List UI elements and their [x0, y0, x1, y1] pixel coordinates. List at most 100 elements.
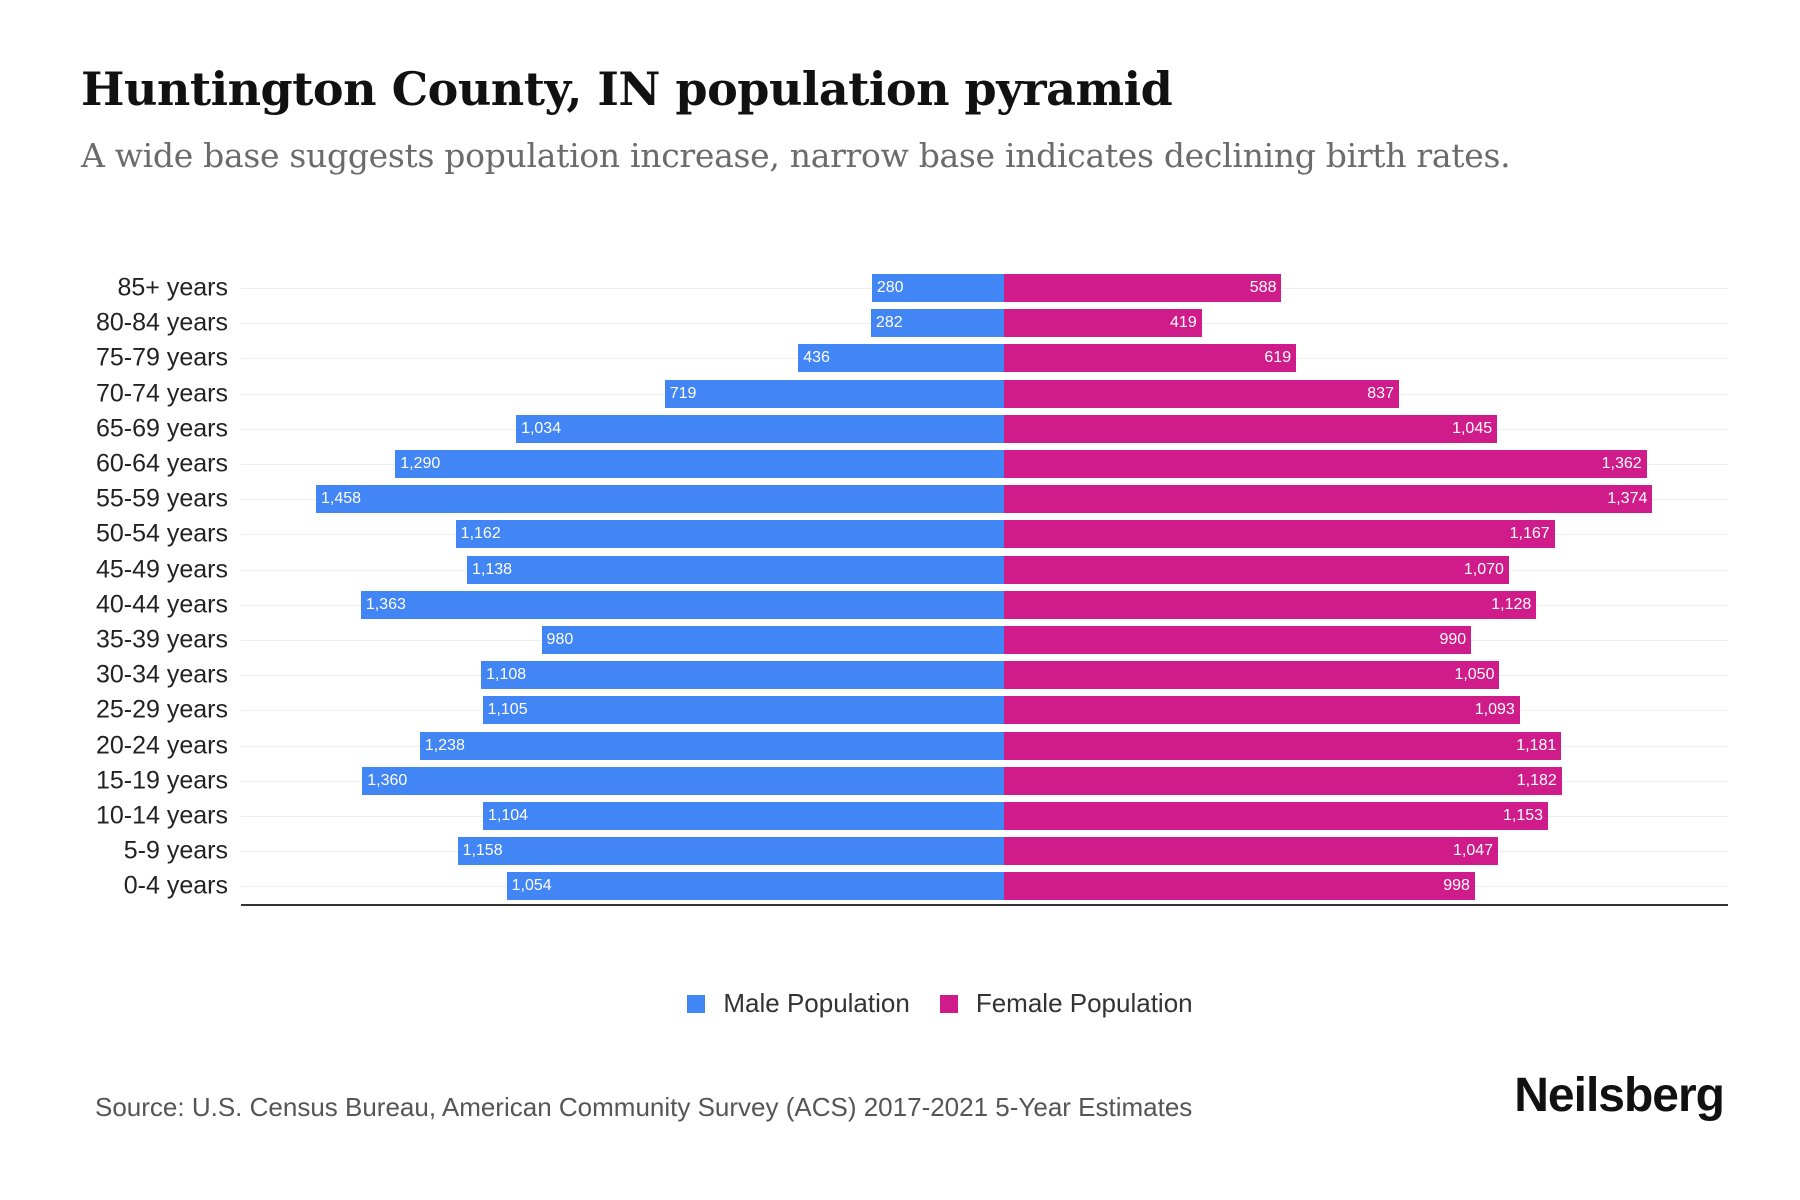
female-value-label: 1,070	[1463, 560, 1504, 578]
male-bar	[516, 414, 1004, 443]
female-value-label: 1,181	[1516, 736, 1557, 754]
female-value-label: 1,093	[1474, 701, 1515, 719]
male-bar	[467, 555, 1004, 584]
male-bar	[506, 872, 1004, 901]
neilsberg-logo: Neilsberg	[1514, 1069, 1725, 1122]
female-bar	[1004, 450, 1647, 478]
female-value-label: 619	[1264, 349, 1292, 367]
male-bar	[360, 590, 1004, 619]
male-bar	[419, 731, 1004, 760]
category-label: 25-29 years	[95, 695, 228, 724]
male-value-label: 1,162	[460, 525, 501, 543]
male-bar	[798, 344, 1004, 373]
female-bar	[1004, 872, 1475, 901]
male-value-label: 1,054	[511, 877, 552, 895]
male-value-label: 1,360	[367, 771, 408, 789]
female-bar	[1004, 590, 1537, 619]
female-bar	[1004, 379, 1399, 408]
female-bar	[1004, 626, 1472, 654]
male-value-label: 1,458	[321, 490, 362, 508]
male-value-label: 980	[546, 631, 574, 648]
female-bar	[1004, 520, 1555, 549]
female-value-label: 837	[1367, 384, 1394, 402]
female-value-label: 990	[1439, 631, 1467, 648]
female-bar	[1004, 731, 1562, 760]
male-value-label: 1,158	[462, 842, 503, 860]
male-bar	[481, 661, 1004, 690]
female-value-label: 1,182	[1516, 771, 1557, 789]
male-value-label: 1,034	[521, 419, 562, 437]
male-value-label: 1,104	[488, 807, 529, 824]
female-value-label: 1,167	[1509, 525, 1550, 543]
female-value-label: 1,153	[1503, 807, 1544, 824]
male-value-label: 1,108	[486, 666, 527, 684]
category-label: 15-19 years	[95, 766, 228, 795]
male-value-label: 1,363	[365, 595, 406, 613]
chart-subtitle: A wide base suggests population increase…	[81, 136, 1511, 175]
male-bar	[316, 485, 1004, 514]
male-value-label: 719	[669, 384, 697, 402]
male-value-label: 1,138	[472, 560, 513, 578]
category-label: 45-49 years	[95, 555, 228, 584]
female-bar	[1004, 414, 1498, 443]
category-label: 65-69 years	[95, 414, 228, 443]
male-bar	[455, 520, 1004, 549]
category-label: 80-84 years	[95, 308, 228, 337]
chart-title: Huntington County, IN population pyramid	[81, 62, 1173, 116]
female-value-label: 588	[1249, 279, 1277, 296]
male-bar	[395, 450, 1004, 478]
category-label: 70-74 years	[95, 379, 228, 408]
male-bar	[664, 379, 1004, 408]
legend-item-male: Male Population	[687, 988, 910, 1019]
female-value-label: 1,047	[1453, 842, 1494, 860]
category-label: 20-24 years	[95, 731, 228, 760]
legend-label-female: Female Population	[975, 988, 1193, 1018]
female-bar	[1004, 555, 1509, 584]
category-label: 0-4 years	[123, 871, 228, 900]
legend: Male Population Female Population	[0, 988, 1800, 1019]
male-value-label: 436	[803, 349, 830, 367]
x-axis-line	[241, 904, 1728, 906]
female-bar	[1004, 344, 1297, 373]
female-bar	[1004, 696, 1520, 725]
male-bar	[870, 309, 1004, 338]
legend-swatch-female	[939, 994, 958, 1013]
male-bar	[482, 696, 1004, 725]
category-label: 50-54 years	[95, 519, 228, 548]
category-label: 55-59 years	[95, 484, 228, 513]
male-value-label: 1,238	[424, 736, 465, 754]
category-label: 85+ years	[117, 273, 229, 302]
source-note: Source: U.S. Census Bureau, American Com…	[95, 1092, 1193, 1122]
legend-item-female: Female Population	[939, 988, 1193, 1019]
male-bar	[362, 766, 1004, 795]
female-bar	[1004, 274, 1282, 302]
female-bar	[1004, 661, 1500, 690]
female-value-label: 419	[1170, 314, 1197, 332]
category-label: 30-34 years	[95, 660, 228, 689]
female-value-label: 998	[1443, 877, 1470, 895]
female-value-label: 1,045	[1452, 419, 1493, 437]
category-label: 60-64 years	[95, 449, 228, 478]
legend-swatch-male	[687, 994, 706, 1013]
male-bar	[457, 837, 1004, 866]
female-bar	[1004, 766, 1562, 795]
female-bar	[1004, 802, 1549, 830]
category-label: 40-44 years	[95, 590, 228, 619]
male-bar	[541, 626, 1004, 654]
male-bar	[483, 802, 1004, 830]
male-value-label: 282	[875, 314, 903, 332]
category-label: 75-79 years	[95, 343, 228, 372]
category-label: 35-39 years	[95, 625, 228, 654]
category-label: 5-9 years	[123, 836, 228, 865]
female-value-label: 1,374	[1607, 490, 1648, 508]
female-bar	[1004, 485, 1653, 514]
female-value-label: 1,362	[1601, 455, 1642, 472]
female-value-label: 1,128	[1491, 595, 1532, 613]
male-value-label: 1,105	[487, 701, 528, 719]
category-label: 10-14 years	[95, 801, 228, 830]
legend-label-male: Male Population	[723, 988, 910, 1018]
male-value-label: 1,290	[400, 455, 441, 472]
female-bar	[1004, 309, 1202, 338]
male-bar	[871, 274, 1004, 302]
